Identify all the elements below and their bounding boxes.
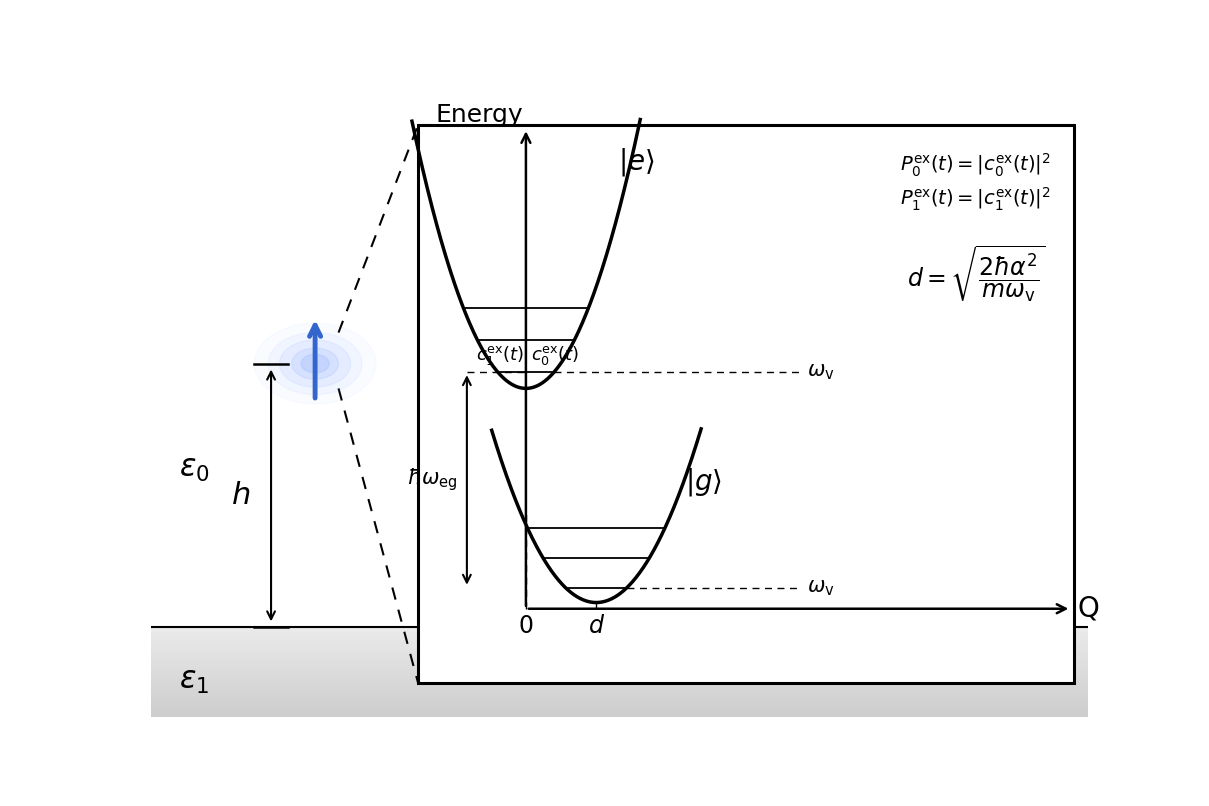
Text: Q: Q	[1077, 595, 1099, 623]
Text: $\hbar\omega_{\rm eg}$: $\hbar\omega_{\rm eg}$	[406, 467, 457, 493]
Bar	[151, 697, 1088, 700]
Text: $|e\rangle$: $|e\rangle$	[618, 146, 654, 178]
Text: $h$: $h$	[231, 481, 250, 510]
Text: $P_0^{\rm ex}(t) = |c_0^{\rm ex}(t)|^2$: $P_0^{\rm ex}(t) = |c_0^{\rm ex}(t)|^2$	[899, 152, 1051, 179]
Bar	[151, 657, 1088, 659]
Bar	[151, 708, 1088, 711]
Circle shape	[291, 348, 339, 379]
Bar	[151, 666, 1088, 668]
Text: $\epsilon_1$: $\epsilon_1$	[179, 667, 209, 696]
Text: 0: 0	[519, 614, 533, 638]
Bar	[151, 706, 1088, 708]
Bar	[151, 695, 1088, 697]
Bar	[151, 683, 1088, 686]
Bar	[151, 652, 1088, 654]
Bar	[151, 711, 1088, 713]
Text: Energy: Energy	[435, 102, 522, 127]
Bar	[151, 681, 1088, 683]
Text: $d$: $d$	[588, 614, 604, 638]
Text: $P_1^{\rm ex}(t) = |c_1^{\rm ex}(t)|^2$: $P_1^{\rm ex}(t) = |c_1^{\rm ex}(t)|^2$	[899, 185, 1051, 213]
Bar	[151, 688, 1088, 691]
Circle shape	[268, 333, 361, 395]
Bar	[151, 629, 1088, 632]
Bar	[151, 663, 1088, 666]
Bar	[151, 654, 1088, 657]
Bar	[418, 125, 1074, 683]
Bar	[151, 661, 1088, 663]
Circle shape	[279, 340, 351, 387]
Text: $\omega_{\rm v}$: $\omega_{\rm v}$	[808, 578, 834, 597]
Bar	[151, 713, 1088, 715]
Bar	[151, 641, 1088, 643]
Text: $c_0^{\rm ex}(t)$: $c_0^{\rm ex}(t)$	[531, 344, 579, 368]
Bar	[151, 634, 1088, 637]
Text: $c_1^{\rm ex}(t)$: $c_1^{\rm ex}(t)$	[476, 344, 523, 368]
Bar	[151, 704, 1088, 706]
Bar	[151, 637, 1088, 638]
Bar	[151, 659, 1088, 661]
Bar	[151, 646, 1088, 647]
Bar	[151, 638, 1088, 641]
Bar	[151, 700, 1088, 701]
Text: $\omega_{\rm v}$: $\omega_{\rm v}$	[808, 362, 834, 382]
Bar	[151, 647, 1088, 650]
Bar	[151, 668, 1088, 670]
Bar	[151, 675, 1088, 677]
Text: $\epsilon_0$: $\epsilon_0$	[179, 455, 210, 484]
Bar	[151, 632, 1088, 634]
Bar	[151, 701, 1088, 704]
Bar	[151, 686, 1088, 688]
Bar	[151, 692, 1088, 695]
Bar	[151, 650, 1088, 652]
Bar	[151, 691, 1088, 692]
Bar	[151, 715, 1088, 717]
Bar	[151, 672, 1088, 675]
Bar	[151, 679, 1088, 681]
Bar	[151, 677, 1088, 679]
Text: $d = \sqrt{\dfrac{2\hbar\alpha^2}{m\omega_{\rm v}}}$: $d = \sqrt{\dfrac{2\hbar\alpha^2}{m\omeg…	[907, 243, 1046, 304]
Bar	[151, 627, 1088, 629]
Bar	[151, 643, 1088, 646]
Bar	[151, 670, 1088, 672]
Text: Silver: Silver	[678, 656, 786, 689]
Text: $|g\rangle$: $|g\rangle$	[686, 466, 723, 498]
Circle shape	[301, 355, 329, 373]
